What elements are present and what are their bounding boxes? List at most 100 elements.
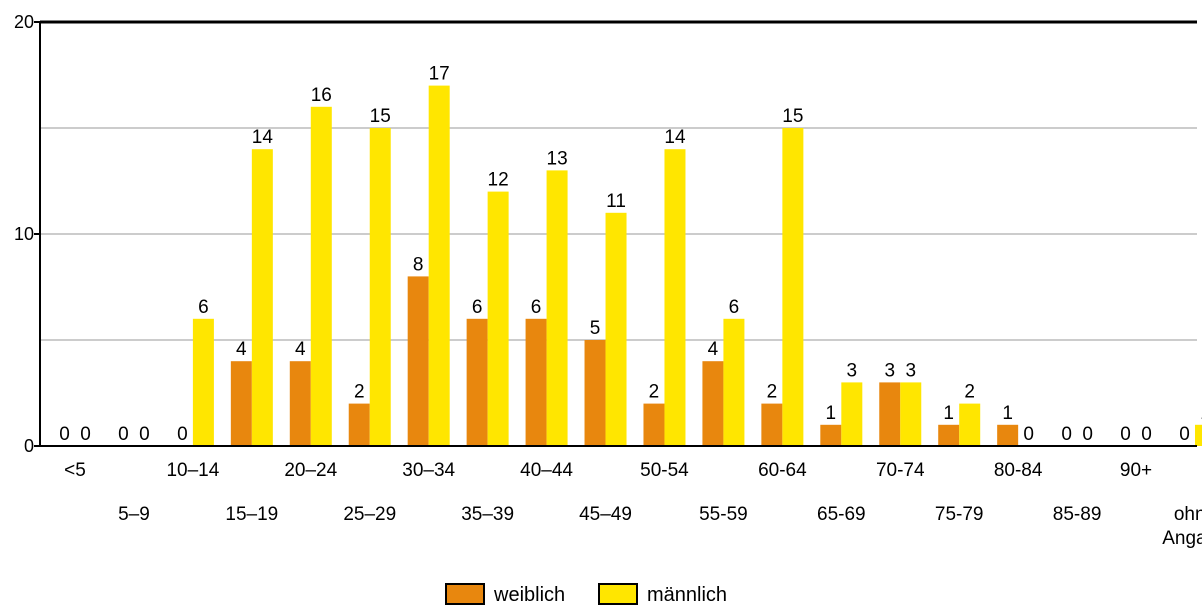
bar-maennlich bbox=[664, 149, 686, 446]
x-tick-label: 45–49 bbox=[579, 504, 632, 525]
data-label-maennlich: 17 bbox=[429, 64, 450, 85]
data-label-weiblich: 1 bbox=[1002, 403, 1013, 424]
data-label-maennlich: 0 bbox=[1023, 424, 1034, 445]
data-label-weiblich: 1 bbox=[943, 403, 954, 424]
x-tick-label: 80-84 bbox=[994, 460, 1043, 481]
x-tick-label: 40–44 bbox=[520, 460, 573, 481]
bar-weiblich bbox=[525, 318, 547, 446]
data-label-weiblich: 2 bbox=[767, 382, 778, 403]
bar-maennlich bbox=[251, 149, 273, 446]
x-tick-label: 60-64 bbox=[758, 460, 807, 481]
bar-maennlich bbox=[546, 170, 568, 446]
data-label-weiblich: 1 bbox=[826, 403, 837, 424]
bar-weiblich bbox=[466, 318, 488, 446]
bar-weiblich bbox=[230, 361, 252, 446]
data-label-maennlich: 0 bbox=[80, 424, 91, 445]
data-label-weiblich: 0 bbox=[118, 424, 129, 445]
data-label-weiblich: 2 bbox=[649, 382, 660, 403]
data-label-maennlich: 6 bbox=[198, 297, 209, 318]
data-label-weiblich: 0 bbox=[177, 424, 188, 445]
bars bbox=[192, 85, 1202, 447]
x-tick-label: 85-89 bbox=[1053, 504, 1102, 525]
legend-swatch-weiblich bbox=[445, 583, 485, 605]
bar-maennlich bbox=[1195, 424, 1202, 446]
data-label-weiblich: 2 bbox=[354, 382, 365, 403]
data-label-weiblich: 6 bbox=[472, 297, 483, 318]
bar-weiblich bbox=[702, 361, 724, 446]
legend-swatch-maennlich bbox=[598, 583, 638, 605]
data-label-maennlich: 14 bbox=[252, 127, 274, 148]
data-label-weiblich: 6 bbox=[531, 297, 542, 318]
y-tick-labels: 0 10 20 bbox=[14, 12, 34, 456]
bar-weiblich bbox=[820, 424, 842, 446]
data-label-weiblich: 4 bbox=[295, 339, 306, 360]
x-tick-label: 30–34 bbox=[402, 460, 455, 481]
data-label-maennlich: 16 bbox=[311, 85, 332, 106]
data-label-maennlich: 2 bbox=[964, 382, 975, 403]
bar-weiblich bbox=[997, 424, 1019, 446]
x-tick-label: 75-79 bbox=[935, 504, 984, 525]
bar-weiblich bbox=[407, 276, 429, 446]
bar-weiblich bbox=[289, 361, 311, 446]
data-label-weiblich: 0 bbox=[1061, 424, 1072, 445]
y-tick-label: 0 bbox=[24, 436, 34, 456]
x-tick-label: ohneAngabe bbox=[1162, 504, 1202, 549]
data-label-maennlich: 3 bbox=[905, 360, 916, 381]
legend-label-maennlich: männlich bbox=[647, 584, 727, 606]
x-tick-label: 10–14 bbox=[166, 460, 219, 481]
bar-maennlich bbox=[310, 106, 332, 447]
x-tick-label: 70-74 bbox=[876, 460, 925, 481]
x-tick-label: 20–24 bbox=[284, 460, 337, 481]
data-label-maennlich: 0 bbox=[1082, 424, 1093, 445]
x-tick-label: 90+ bbox=[1120, 460, 1152, 481]
data-label-weiblich: 0 bbox=[1120, 424, 1131, 445]
bar-maennlich bbox=[900, 382, 922, 446]
data-label-weiblich: 0 bbox=[59, 424, 70, 445]
bar-weiblich bbox=[643, 403, 665, 446]
x-tick-label: <5 bbox=[64, 460, 86, 481]
data-label-maennlich: 14 bbox=[664, 127, 686, 148]
data-label-maennlich: 11 bbox=[606, 191, 626, 212]
data-label-maennlich: 1 bbox=[1200, 403, 1202, 424]
data-label-maennlich: 3 bbox=[847, 360, 858, 381]
y-tick-label: 20 bbox=[14, 12, 34, 32]
x-tick-label: 55-59 bbox=[699, 504, 748, 525]
bar-maennlich bbox=[841, 382, 863, 446]
x-tick-labels: <5 5–9 10–14 15–19 20–24 25–29 30–34 35–39 40–44… bbox=[64, 460, 1202, 549]
bar-maennlich bbox=[369, 128, 391, 446]
legend: weiblich männlich bbox=[445, 583, 727, 606]
bar-maennlich bbox=[782, 128, 804, 446]
data-label-maennlich: 0 bbox=[139, 424, 150, 445]
x-tick-label: 15–19 bbox=[225, 504, 278, 525]
y-tick-label: 10 bbox=[14, 224, 34, 244]
x-tick-label: 5–9 bbox=[118, 504, 150, 525]
data-label-maennlich: 15 bbox=[782, 106, 803, 127]
bar-maennlich bbox=[487, 191, 509, 446]
axes bbox=[34, 20, 1197, 447]
bar-maennlich bbox=[192, 318, 214, 446]
legend-label-weiblich: weiblich bbox=[493, 584, 565, 606]
data-label-maennlich: 13 bbox=[547, 148, 568, 169]
x-tick-label: 50-54 bbox=[640, 460, 689, 481]
x-tick-label: 25–29 bbox=[343, 504, 396, 525]
data-label-maennlich: 0 bbox=[1141, 424, 1152, 445]
x-tick-label: 35–39 bbox=[461, 504, 514, 525]
data-label-maennlich: 12 bbox=[488, 170, 509, 191]
bar-weiblich bbox=[584, 340, 606, 446]
data-label-maennlich: 15 bbox=[370, 106, 391, 127]
bar-weiblich bbox=[879, 382, 901, 446]
bar-weiblich bbox=[761, 403, 783, 446]
data-label-weiblich: 4 bbox=[236, 339, 247, 360]
bar-weiblich bbox=[938, 424, 960, 446]
data-label-weiblich: 4 bbox=[708, 339, 719, 360]
data-label-weiblich: 5 bbox=[590, 318, 601, 339]
bar-maennlich bbox=[959, 403, 981, 446]
data-label-maennlich: 6 bbox=[729, 297, 740, 318]
data-label-weiblich: 0 bbox=[1179, 424, 1190, 445]
data-label-weiblich: 3 bbox=[884, 360, 895, 381]
x-tick-label: 65-69 bbox=[817, 504, 866, 525]
bar-maennlich bbox=[723, 318, 745, 446]
bar-maennlich bbox=[428, 85, 450, 446]
bar-weiblich bbox=[348, 403, 370, 446]
